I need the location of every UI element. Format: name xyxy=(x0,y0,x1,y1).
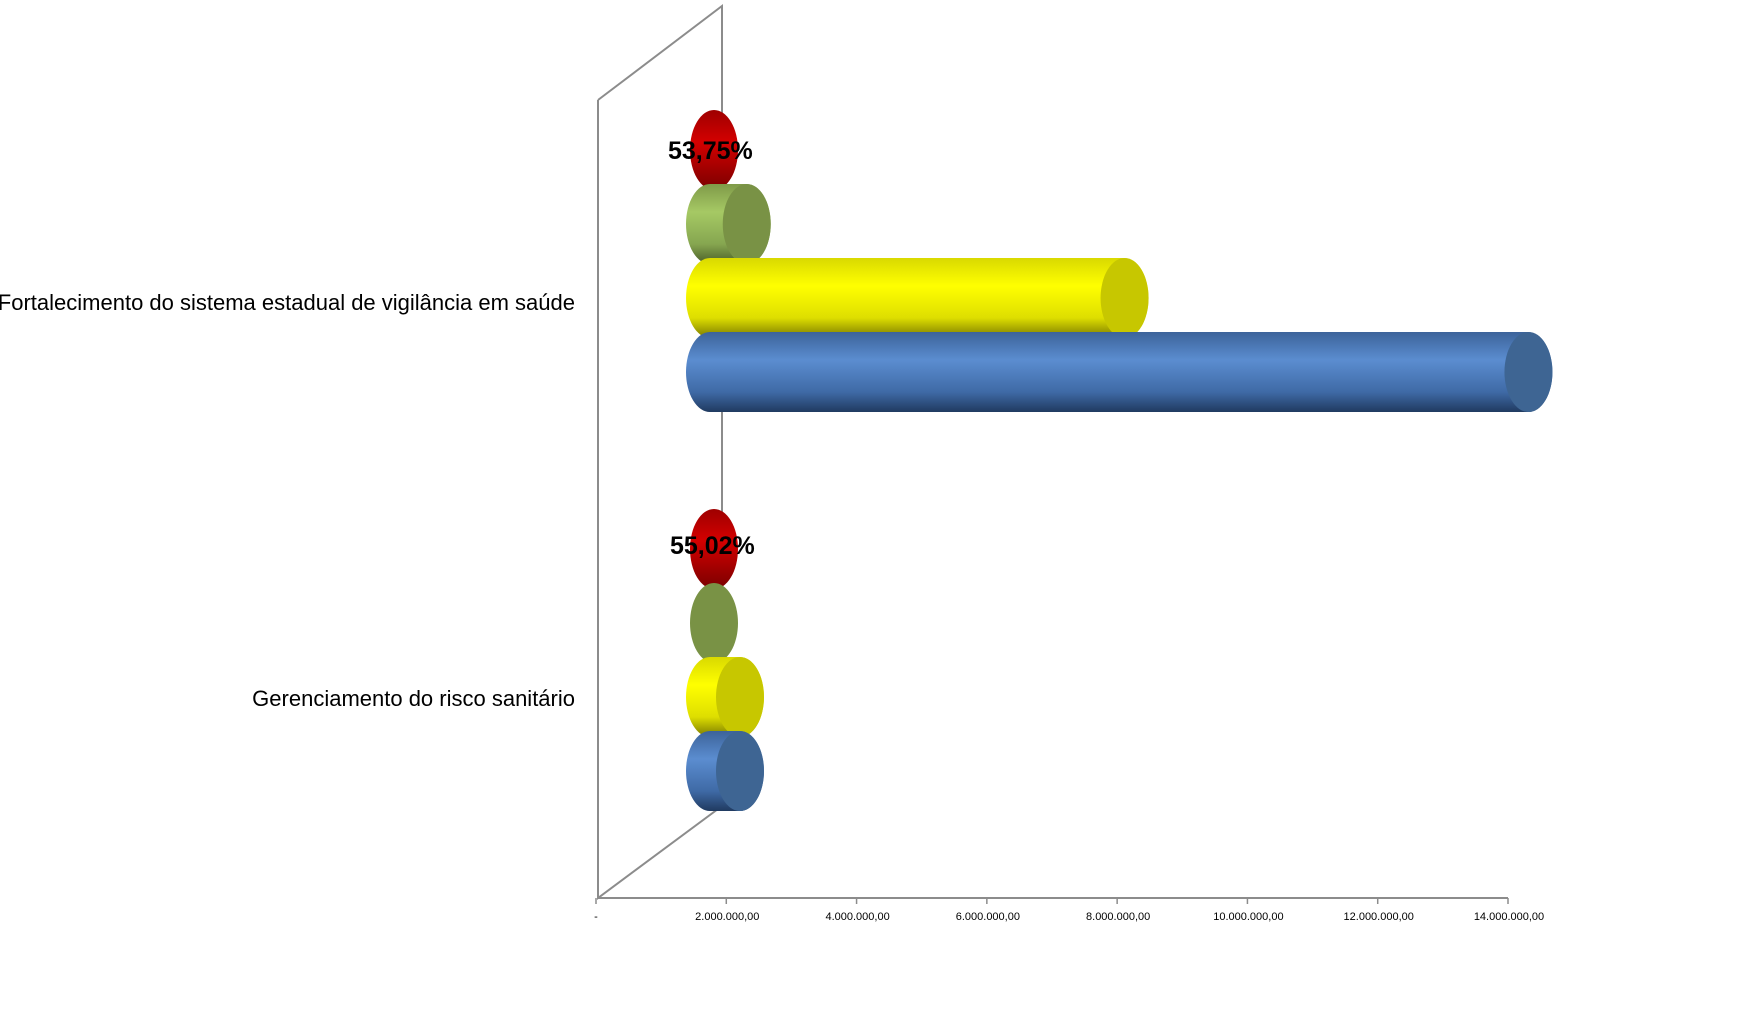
bars xyxy=(686,110,1553,811)
x-tick-label: 14.000.000,00 xyxy=(1474,911,1544,923)
bar xyxy=(686,332,1553,412)
bar-end-cap xyxy=(690,583,738,663)
bar-body xyxy=(686,332,1553,412)
category-label: Gerenciamento do risco sanitário xyxy=(252,686,575,711)
bar-end-cap xyxy=(722,184,771,264)
bar-end-cap xyxy=(716,731,764,811)
bar xyxy=(686,184,771,264)
bar-end-cap xyxy=(1100,258,1149,338)
x-axis-ticks: - 2.000.000,00 4.000.000,00 6.000.000,00 8.0… xyxy=(594,911,1544,923)
bar-end-cap xyxy=(716,657,764,737)
bar xyxy=(690,110,738,190)
bar xyxy=(690,583,738,663)
bar xyxy=(690,509,738,589)
bar xyxy=(686,657,764,737)
bar xyxy=(686,731,764,811)
bar-end-cap xyxy=(690,110,738,190)
x-tick-label: 10.000.000,00 xyxy=(1213,911,1283,923)
category-labels: Fortalecimento do sistema estadual de vi… xyxy=(0,290,575,711)
x-tick-label: 8.000.000,00 xyxy=(1086,911,1150,923)
x-tick-label: 4.000.000,00 xyxy=(825,911,889,923)
bar-end-cap xyxy=(1504,332,1553,412)
x-tick-label: - xyxy=(594,911,598,923)
data-label: 53,75% xyxy=(668,137,753,165)
bar-body xyxy=(686,258,1149,338)
x-tick-label: 12.000.000,00 xyxy=(1344,911,1414,923)
x-tick-label: 2.000.000,00 xyxy=(695,911,759,923)
data-labels: 53,75% 55,02% xyxy=(668,137,755,560)
x-tick-label: 6.000.000,00 xyxy=(956,911,1020,923)
category-label: Fortalecimento do sistema estadual de vi… xyxy=(0,290,575,315)
data-label: 55,02% xyxy=(670,532,755,560)
bar-end-cap xyxy=(690,509,738,589)
bar xyxy=(686,258,1149,338)
